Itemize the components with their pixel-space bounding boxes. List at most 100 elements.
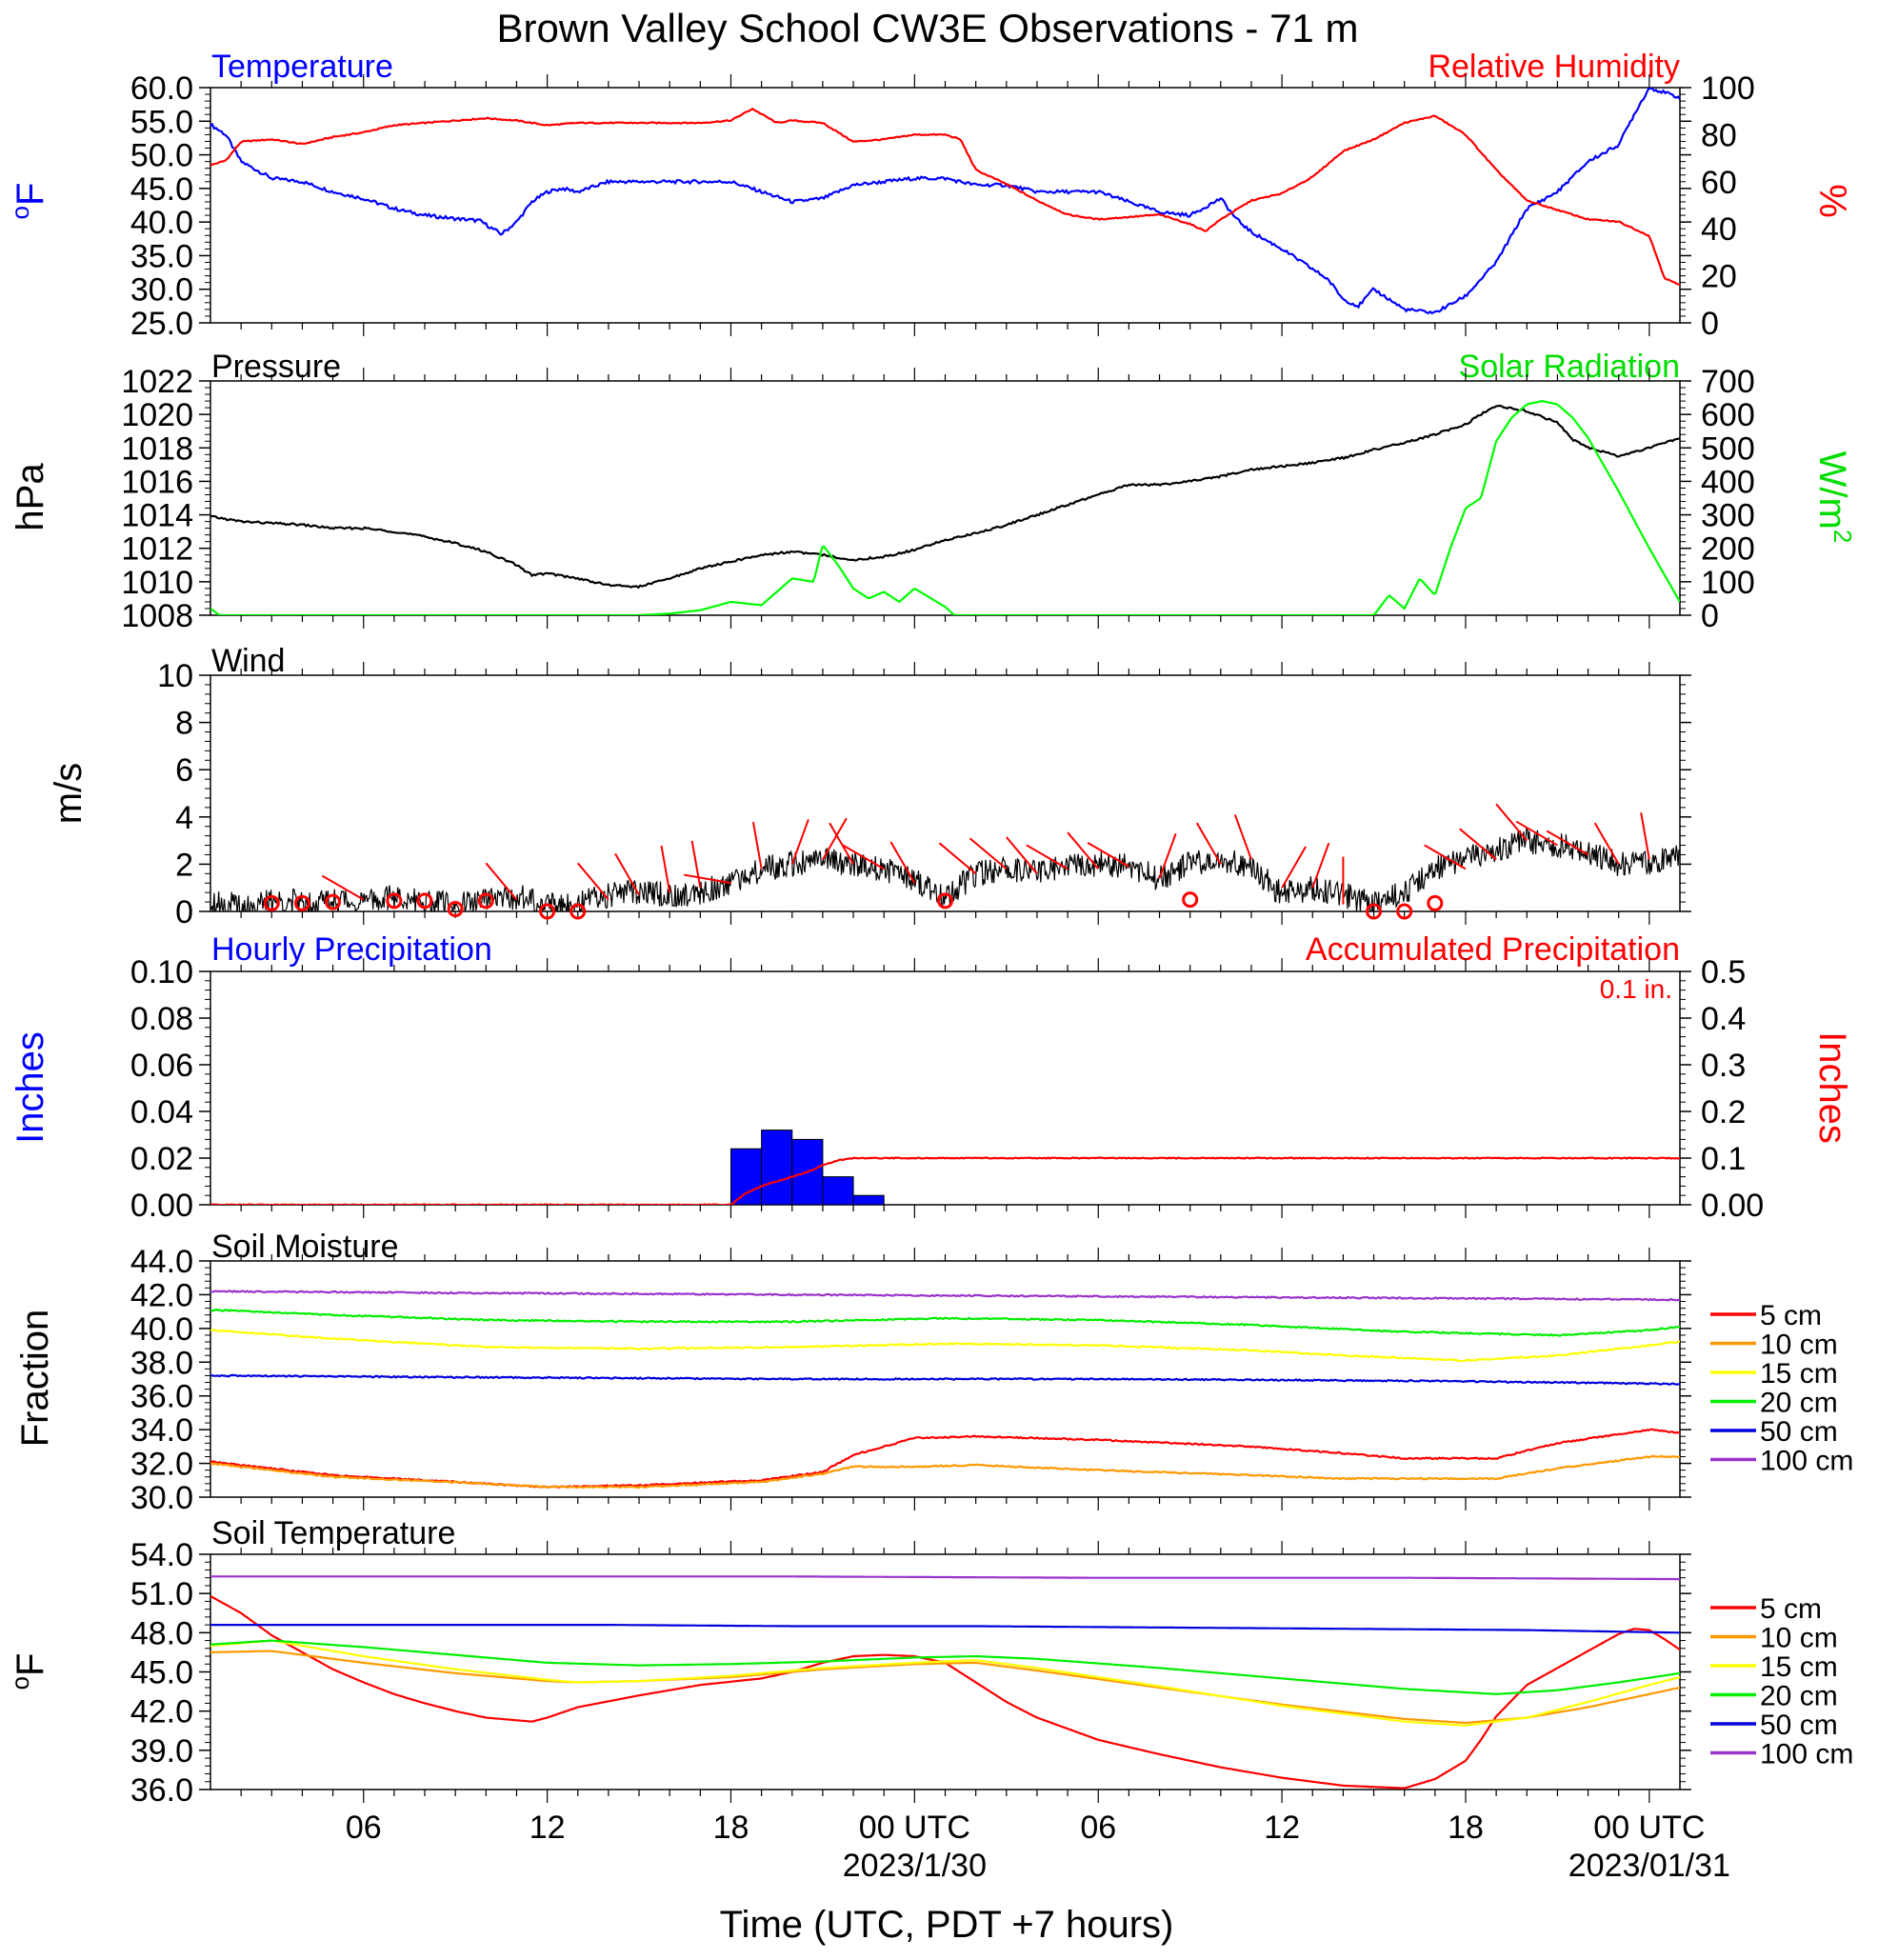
- y-tick-label-right: 0.2: [1701, 1094, 1746, 1130]
- solar-axis-label: W/m2: [1811, 451, 1857, 544]
- panel-temperature-humidity: Temperature Relative Humidity oF % 60.05…: [6, 49, 1853, 342]
- y-tick-label: 1022: [121, 364, 193, 400]
- series-line: [210, 1575, 1680, 1581]
- legend-label: 100 cm: [1760, 1739, 1853, 1770]
- legend-label: 5 cm: [1760, 1593, 1822, 1625]
- y-tick-label: 35.0: [130, 238, 193, 274]
- y-tick-label-right: 400: [1701, 464, 1755, 500]
- y-tick-label: 10: [157, 658, 193, 694]
- y-tick-label: 45.0: [130, 171, 193, 208]
- wind-barb: [576, 862, 609, 901]
- y-tick-label: 2: [175, 847, 193, 883]
- wind-barb: [1067, 831, 1099, 870]
- wind-calm-circle: [569, 903, 587, 920]
- y-tick-label-right: 0.3: [1701, 1048, 1746, 1084]
- wind-barb: [829, 822, 854, 865]
- temperature-axis-label: oF: [6, 183, 51, 220]
- series-line: [210, 1639, 1680, 1727]
- wind-barb: [684, 873, 731, 885]
- precip-bar: [852, 1194, 885, 1205]
- y-tick-label: 0.08: [130, 1001, 193, 1037]
- panel-title-temperature: Temperature: [211, 49, 393, 85]
- panel-title-humidity: Relative Humidity: [1428, 49, 1680, 85]
- solar-unit: W/m: [1811, 451, 1853, 530]
- y-tick-label: 1012: [121, 531, 193, 568]
- temperature-unit: F: [10, 183, 51, 206]
- precip-right-axis-label: Inches: [1811, 1031, 1853, 1144]
- y-tick-label: 42.0: [130, 1694, 193, 1730]
- panel-precipitation: Hourly Precipitation Accumulated Precipi…: [10, 931, 1853, 1224]
- precip-bar: [729, 1148, 763, 1205]
- y-tick-label: 39.0: [130, 1733, 193, 1770]
- panel-soil-moisture: Soil Moisture Fraction 44.042.040.038.03…: [14, 1229, 1853, 1516]
- wind-barb: [321, 874, 365, 901]
- wind-calm-circle: [263, 894, 280, 911]
- y-tick-label-right: 0.1: [1701, 1141, 1746, 1177]
- wind-calm-circle: [937, 892, 953, 910]
- soil-degree-superscript: o: [6, 1676, 34, 1690]
- wind-barb: [969, 837, 1008, 870]
- y-tick-label-right: 0: [1701, 598, 1719, 634]
- y-tick-label: 0.06: [130, 1048, 193, 1084]
- wind-barb: [485, 862, 518, 901]
- y-tick-label: 1014: [121, 498, 193, 534]
- y-tick-label: 1010: [121, 565, 193, 601]
- y-tick-label-right: 40: [1701, 211, 1737, 248]
- precip-left-axis-label: Inches: [10, 1031, 51, 1144]
- y-tick-label: 45.0: [130, 1655, 193, 1691]
- series-line: [210, 1624, 1680, 1634]
- series-group: [210, 1289, 1680, 1490]
- wind-barb: [1640, 812, 1650, 860]
- wind-calm-circle: [416, 892, 433, 910]
- y-tick-label: 0.02: [130, 1141, 193, 1177]
- wind-barb: [614, 852, 640, 896]
- y-tick-label: 34.0: [130, 1412, 193, 1449]
- wind-barb: [1006, 836, 1038, 874]
- wind-barb: [660, 845, 671, 893]
- y-tick-label: 51.0: [130, 1576, 193, 1612]
- y-tick-label-right: 700: [1701, 364, 1755, 400]
- panel-title-solar: Solar Radiation: [1459, 349, 1680, 385]
- pressure-axis-label: hPa: [10, 463, 51, 531]
- y-tick-label-right: 600: [1701, 397, 1755, 433]
- solar-unit-superscript: 2: [1828, 530, 1857, 543]
- series-line: [210, 1650, 1680, 1725]
- time-tick-label: 00 UTC: [1593, 1810, 1705, 1846]
- y-tick-label: 36.0: [130, 1772, 193, 1809]
- y-tick-label: 40.0: [130, 1311, 193, 1348]
- series-group: [210, 1130, 1680, 1205]
- y-tick-label-right: 0.5: [1701, 954, 1746, 990]
- series-line: [210, 108, 1680, 286]
- wind-barb: [690, 840, 702, 889]
- y-tick-label: 0: [175, 894, 193, 930]
- series-line: [210, 1373, 1680, 1386]
- y-tick-label: 36.0: [130, 1379, 193, 1415]
- wind-calm-circle: [1182, 891, 1199, 909]
- wind-barb: [1459, 828, 1497, 861]
- y-tick-label: 1016: [121, 464, 193, 500]
- panel-pressure-solar: Pressure Solar Radiation hPa W/m2 102210…: [10, 349, 1857, 634]
- precip-bar: [761, 1130, 793, 1205]
- soil-moisture-axis-label: Fraction: [14, 1310, 56, 1448]
- wind-barb: [1158, 832, 1177, 879]
- wind-barb: [1546, 830, 1589, 856]
- wind-calm-circle: [477, 892, 494, 910]
- wind-barb: [822, 817, 848, 860]
- legend-label: 5 cm: [1760, 1300, 1822, 1331]
- y-tick-label: 54.0: [130, 1537, 193, 1573]
- wind-calm-circle: [447, 901, 464, 918]
- wind-calm-circle: [1396, 903, 1413, 920]
- humidity-axis-label: %: [1811, 184, 1853, 218]
- panel-title-hourly-precip: Hourly Precipitation: [211, 931, 492, 968]
- series-group: [210, 399, 1680, 615]
- wind-calm-circle: [1366, 903, 1383, 920]
- time-tick-label: 12: [529, 1810, 566, 1846]
- y-tick-label: 0.00: [130, 1188, 193, 1224]
- y-tick-label: 30.0: [130, 1480, 193, 1516]
- legend-label: 100 cm: [1760, 1446, 1853, 1477]
- time-tick-label: 12: [1264, 1810, 1300, 1846]
- legend-label: 10 cm: [1760, 1330, 1838, 1361]
- wind-barb: [751, 821, 763, 870]
